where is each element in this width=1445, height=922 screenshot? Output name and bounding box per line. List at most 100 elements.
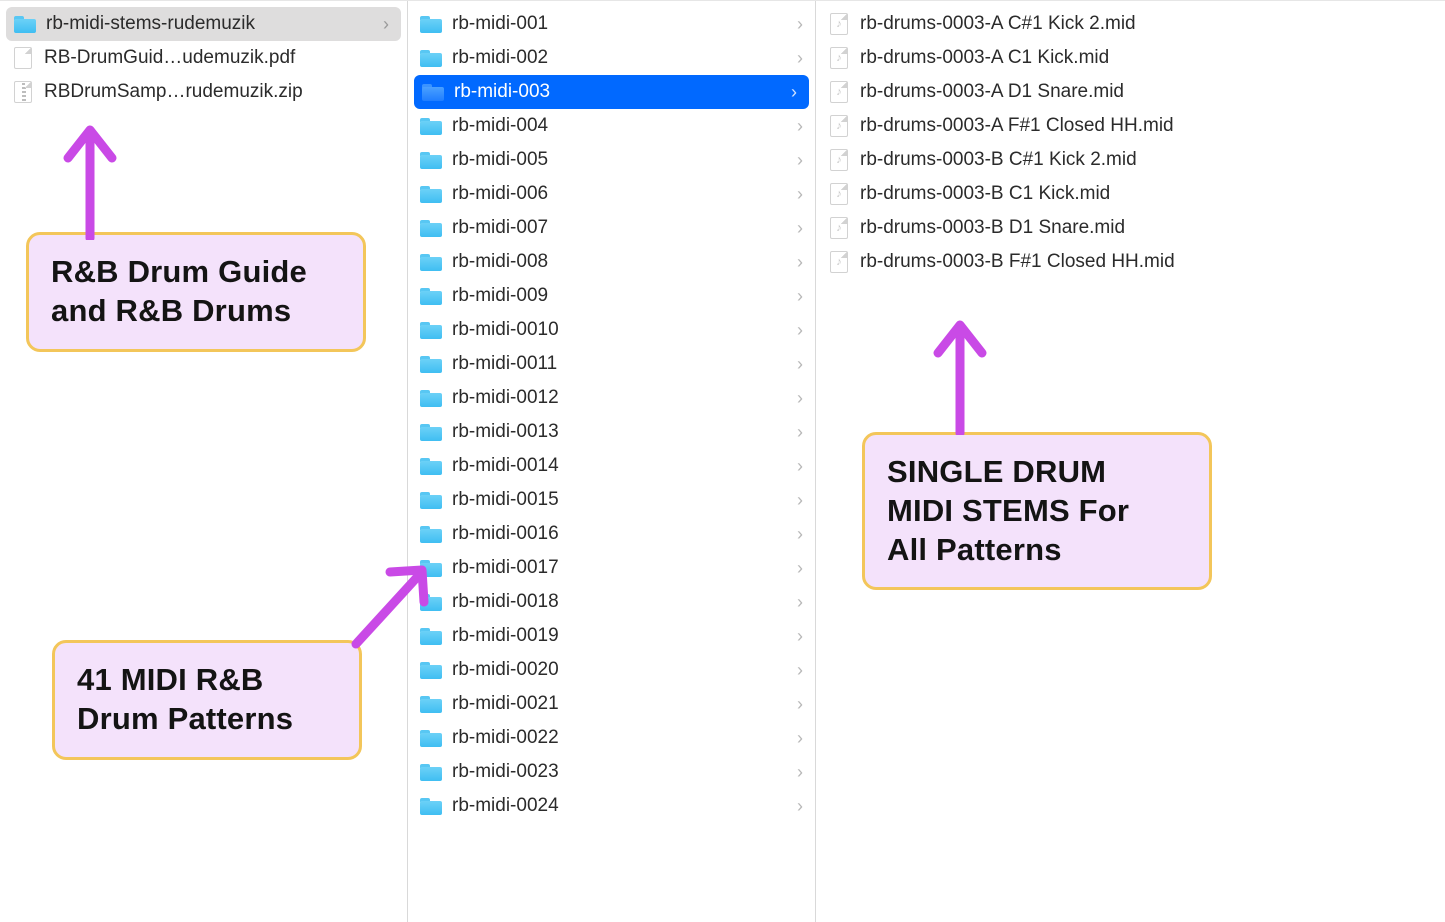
- col2-folder[interactable]: rb-midi-008›: [408, 245, 815, 279]
- chevron-right-icon: ›: [793, 558, 807, 579]
- col2-folder[interactable]: rb-midi-0011›: [408, 347, 815, 381]
- item-label: rb-midi-002: [452, 47, 793, 69]
- col2-folder[interactable]: rb-midi-0010›: [408, 313, 815, 347]
- item-label: rb-midi-0013: [452, 421, 793, 443]
- icon-slot: [418, 16, 444, 33]
- item-label: rb-midi-007: [452, 217, 793, 239]
- item-label: rb-midi-0023: [452, 761, 793, 783]
- col2-folder[interactable]: rb-midi-0019›: [408, 619, 815, 653]
- item-label: rb-midi-005: [452, 149, 793, 171]
- icon-slot: [418, 696, 444, 713]
- col3-midi-file[interactable]: ♪rb-drums-0003-B D1 Snare.mid: [816, 211, 1445, 245]
- icon-slot: [418, 526, 444, 543]
- col2-folder[interactable]: rb-midi-003›: [414, 75, 809, 109]
- col2-folder[interactable]: rb-midi-001›: [408, 7, 815, 41]
- col2-folder[interactable]: rb-midi-009›: [408, 279, 815, 313]
- callout-drum-guide: R&B Drum Guide and R&B Drums: [26, 232, 366, 352]
- item-label: rb-drums-0003-A F#1 Closed HH.mid: [860, 115, 1437, 137]
- folder-icon: [420, 254, 442, 271]
- item-label: rb-midi-008: [452, 251, 793, 273]
- pdf-file-icon: [14, 47, 32, 69]
- chevron-right-icon: ›: [793, 592, 807, 613]
- chevron-right-icon: ›: [793, 422, 807, 443]
- callout-line: SINGLE DRUM: [887, 453, 1187, 492]
- callout-line: and R&B Drums: [51, 292, 341, 331]
- folder-icon: [420, 220, 442, 237]
- icon-slot: ♪: [826, 149, 852, 171]
- icon-slot: [418, 356, 444, 373]
- icon-slot: ♪: [826, 217, 852, 239]
- item-label: rb-midi-0010: [452, 319, 793, 341]
- col3-midi-file[interactable]: ♪rb-drums-0003-A D1 Snare.mid: [816, 75, 1445, 109]
- col2-folder[interactable]: rb-midi-007›: [408, 211, 815, 245]
- col2-folder[interactable]: rb-midi-006›: [408, 177, 815, 211]
- col2-folder[interactable]: rb-midi-005›: [408, 143, 815, 177]
- chevron-right-icon: ›: [793, 626, 807, 647]
- col3-midi-file[interactable]: ♪rb-drums-0003-B F#1 Closed HH.mid: [816, 245, 1445, 279]
- folder-icon: [420, 390, 442, 407]
- chevron-right-icon: ›: [793, 694, 807, 715]
- folder-icon: [420, 662, 442, 679]
- item-label: rb-midi-003: [454, 81, 787, 103]
- icon-slot: [10, 47, 36, 69]
- col2-folder[interactable]: rb-midi-0013›: [408, 415, 815, 449]
- item-label: rb-midi-006: [452, 183, 793, 205]
- midi-file-icon: ♪: [830, 149, 848, 171]
- col2-folder[interactable]: rb-midi-0022›: [408, 721, 815, 755]
- midi-file-icon: ♪: [830, 115, 848, 137]
- col2-folder[interactable]: rb-midi-0014›: [408, 449, 815, 483]
- col2-folder[interactable]: rb-midi-0012›: [408, 381, 815, 415]
- icon-slot: [418, 186, 444, 203]
- icon-slot: [418, 322, 444, 339]
- icon-slot: [418, 50, 444, 67]
- chevron-right-icon: ›: [793, 728, 807, 749]
- col2-folder[interactable]: rb-midi-004›: [408, 109, 815, 143]
- item-label: rb-midi-004: [452, 115, 793, 137]
- col2-folder[interactable]: rb-midi-0024›: [408, 789, 815, 823]
- col3-midi-file[interactable]: ♪rb-drums-0003-B C#1 Kick 2.mid: [816, 143, 1445, 177]
- callout-line: All Patterns: [887, 531, 1187, 570]
- folder-icon: [420, 322, 442, 339]
- item-label: rb-midi-0024: [452, 795, 793, 817]
- item-label: rb-drums-0003-B F#1 Closed HH.mid: [860, 251, 1437, 273]
- col2-folder[interactable]: rb-midi-0018›: [408, 585, 815, 619]
- col3-midi-file[interactable]: ♪ rb-drums-0003-A F#1 Closed HH.mid: [816, 109, 1445, 143]
- folder-icon: [420, 16, 442, 33]
- icon-slot: [418, 220, 444, 237]
- midi-file-icon: ♪: [830, 183, 848, 205]
- chevron-right-icon: ›: [793, 456, 807, 477]
- item-label: rb-midi-009: [452, 285, 793, 307]
- item-label: rb-midi-stems-rudemuzik: [46, 13, 379, 35]
- item-label: rb-midi-0019: [452, 625, 793, 647]
- icon-slot: [418, 390, 444, 407]
- col1-item[interactable]: RBDrumSamp…rudemuzik.zip: [0, 75, 407, 109]
- col2-folder[interactable]: rb-midi-0016›: [408, 517, 815, 551]
- icon-slot: [418, 288, 444, 305]
- col3-midi-file[interactable]: ♪rb-drums-0003-A C#1 Kick 2.mid: [816, 7, 1445, 41]
- icon-slot: [418, 628, 444, 645]
- midi-file-icon: ♪: [830, 217, 848, 239]
- col2-folder[interactable]: rb-midi-002›: [408, 41, 815, 75]
- chevron-right-icon: ›: [793, 762, 807, 783]
- col2-folder[interactable]: rb-midi-0023›: [408, 755, 815, 789]
- icon-slot: [10, 81, 36, 103]
- midi-file-icon: ♪: [830, 47, 848, 69]
- col3-midi-file[interactable]: ♪rb-drums-0003-B C1 Kick.mid: [816, 177, 1445, 211]
- col3-midi-file[interactable]: ♪rb-drums-0003-A C1 Kick.mid: [816, 41, 1445, 75]
- item-label: rb-midi-0017: [452, 557, 793, 579]
- item-label: RB-DrumGuid…udemuzik.pdf: [44, 47, 399, 69]
- callout-line: R&B Drum Guide: [51, 253, 341, 292]
- col2-folder[interactable]: rb-midi-0017›: [408, 551, 815, 585]
- folder-icon: [420, 288, 442, 305]
- callout-midi-patterns: 41 MIDI R&B Drum Patterns: [52, 640, 362, 760]
- col2-folder[interactable]: rb-midi-0020›: [408, 653, 815, 687]
- callout-line: MIDI STEMS For: [887, 492, 1187, 531]
- folder-icon: [420, 560, 442, 577]
- folder-icon: [420, 186, 442, 203]
- col2-folder[interactable]: rb-midi-0015›: [408, 483, 815, 517]
- icon-slot: [418, 424, 444, 441]
- col1-item[interactable]: RB-DrumGuid…udemuzik.pdf: [0, 41, 407, 75]
- col1-item[interactable]: rb-midi-stems-rudemuzik›: [6, 7, 401, 41]
- col2-folder[interactable]: rb-midi-0021›: [408, 687, 815, 721]
- icon-slot: [418, 118, 444, 135]
